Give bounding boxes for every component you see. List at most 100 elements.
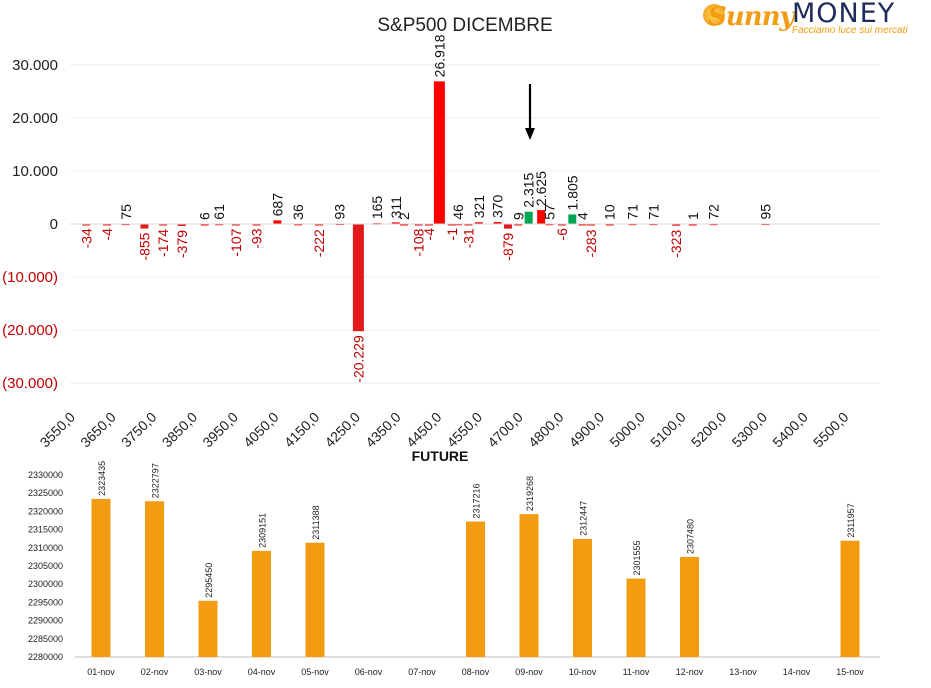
top-bar-data-label: 2.625 — [533, 171, 549, 206]
bottom-bar-data-label: 2312447 — [579, 501, 589, 536]
top-bar-data-label: 1.805 — [564, 175, 580, 210]
top-bar — [493, 222, 502, 224]
top-y-tick-label: 20.000 — [12, 110, 58, 127]
top-x-tick-label: 3650,0 — [77, 409, 119, 451]
top-x-tick-label: 4900,0 — [566, 409, 608, 451]
bottom-x-tick-label: 10-nov — [569, 667, 597, 677]
bottom-x-tick-label: 13-nov — [729, 667, 757, 677]
top-bar-data-label: 75 — [118, 204, 134, 220]
top-bar — [474, 222, 483, 224]
top-bar — [177, 224, 186, 227]
bottom-y-tick-label: 2305000 — [28, 561, 63, 571]
top-y-tick-label: (30.000) — [2, 375, 58, 392]
top-bar — [514, 223, 523, 226]
top-x-tick-label: 4350,0 — [362, 409, 404, 451]
top-bar-data-label: 311 — [388, 196, 404, 219]
top-y-tick-label: (10.000) — [2, 269, 58, 286]
top-bar — [537, 210, 546, 224]
top-bar-data-label: 57 — [541, 204, 557, 220]
top-bar — [103, 224, 112, 226]
top-bar-data-label: 36 — [290, 204, 306, 220]
top-bar — [454, 223, 463, 226]
top-bar — [605, 223, 614, 226]
bottom-x-tick-label: 06-nov — [355, 667, 383, 677]
top-bar-data-label: -1 — [444, 228, 460, 241]
top-bar — [447, 224, 456, 226]
top-bar — [252, 224, 261, 226]
top-bar-data-label: -6 — [554, 228, 570, 241]
top-x-tick-label: 5300,0 — [729, 409, 771, 451]
top-bar-data-label: -174 — [155, 229, 171, 257]
top-x-tick-label: 5400,0 — [769, 409, 811, 451]
top-bar — [672, 224, 681, 226]
top-bar — [352, 224, 364, 332]
top-bar-data-label: 93 — [332, 204, 348, 220]
top-chart-title: S&P500 DICEMBRE — [377, 15, 552, 36]
top-x-tick-label: 4050,0 — [240, 409, 282, 451]
top-bar-data-label: -108 — [411, 228, 427, 256]
top-bar — [524, 211, 533, 224]
sun-icon — [703, 4, 725, 26]
bottom-x-tick-label: 09-nov — [515, 667, 543, 677]
top-bar — [273, 220, 282, 224]
bottom-bar — [680, 556, 699, 657]
logo-brand-right: MONEY — [792, 0, 896, 29]
top-bar-data-label: -323 — [668, 230, 684, 258]
logo-brand-left: Sunny — [708, 2, 795, 32]
top-bar-data-label: -222 — [311, 229, 327, 257]
top-bar — [140, 224, 149, 229]
top-bar-data-label: -379 — [174, 230, 190, 258]
bottom-bar-data-label: 2311957 — [846, 503, 856, 537]
top-chart-sp500: S&P500 DICEMBRE 30.000 20.000 10.000 0 (10.00… — [2, 15, 880, 450]
bottom-chart-title: FUTURE — [412, 448, 469, 464]
top-x-tick-label: 5500,0 — [810, 409, 852, 451]
bottom-x-tick-label: 02-nov — [141, 667, 169, 677]
top-bar — [578, 223, 587, 226]
top-bar — [557, 224, 566, 226]
top-x-tick-label: 4550,0 — [444, 409, 486, 451]
bottom-y-tick-label: 2280000 — [28, 652, 63, 662]
top-x-tick-label: 4450,0 — [403, 409, 445, 451]
top-bar — [464, 224, 473, 226]
top-bar-data-label: 4 — [575, 212, 591, 220]
top-bar-data-label: 9 — [510, 212, 526, 220]
top-bar-data-label: -31 — [460, 228, 476, 248]
sunny-money-logo: Sunny MONEY Facciamo luce sui mercati — [700, 0, 925, 46]
top-bar — [400, 223, 409, 226]
bottom-x-tick-label: 07-nov — [408, 667, 436, 677]
top-y-tick-label: 0 — [50, 216, 58, 233]
bottom-x-tick-label: 04-nov — [248, 667, 276, 677]
logo-tagline: Facciamo luce sui mercati — [792, 25, 908, 36]
bottom-bar-data-label: 2317216 — [472, 483, 482, 518]
top-bar-data-label: -283 — [583, 229, 599, 257]
top-bar — [587, 224, 595, 226]
bottom-bar-data-label: 2295450 — [204, 563, 214, 598]
top-bar-data-label: 370 — [490, 194, 506, 218]
top-bar-data-label: 10 — [602, 204, 618, 220]
top-bar-data-label: 6 — [197, 212, 213, 220]
top-x-tick-label: 4800,0 — [525, 409, 567, 451]
top-bar-data-label: 95 — [757, 204, 773, 220]
bottom-y-tick-label: 2300000 — [28, 579, 63, 589]
bottom-bar-data-label: 2322797 — [151, 463, 161, 498]
bottom-bar-data-label: 2309151 — [258, 513, 268, 548]
top-bar-data-label: 61 — [211, 204, 227, 220]
top-bar — [425, 224, 433, 226]
bottom-bar — [91, 498, 111, 657]
bottom-bar-data-label: 2319268 — [525, 476, 535, 511]
top-x-tick-label: 5100,0 — [647, 409, 689, 451]
top-bar — [200, 223, 209, 226]
top-x-tick-label: 3850,0 — [159, 409, 201, 451]
bottom-bar — [466, 521, 485, 657]
bottom-x-tick-label: 15-nov — [836, 667, 864, 677]
top-x-tick-label: 3550,0 — [37, 409, 79, 451]
bottom-x-tick-label: 05-nov — [301, 667, 329, 677]
bottom-y-tick-label: 2290000 — [28, 616, 63, 626]
bottom-bar-data-label: 2323435 — [97, 461, 107, 496]
bottom-bar — [626, 578, 646, 657]
bottom-y-tick-label: 2285000 — [28, 634, 63, 644]
top-bar-data-label: 72 — [706, 204, 722, 220]
top-bar-data-label: -4 — [421, 228, 437, 241]
top-bar-data-label: -20.229 — [350, 335, 366, 383]
